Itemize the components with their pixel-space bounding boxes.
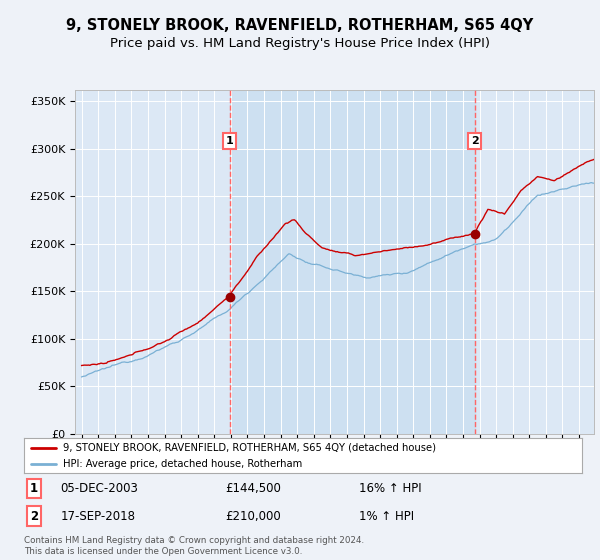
Bar [230, 90, 475, 434]
Text: 1: 1 [30, 482, 38, 495]
Text: 9, STONELY BROOK, RAVENFIELD, ROTHERHAM, S65 4QY (detached house): 9, STONELY BROOK, RAVENFIELD, ROTHERHAM,… [63, 443, 436, 453]
Text: 1% ↑ HPI: 1% ↑ HPI [359, 510, 414, 522]
Text: Price paid vs. HM Land Registry's House Price Index (HPI): Price paid vs. HM Land Registry's House … [110, 36, 490, 50]
Text: HPI: Average price, detached house, Rotherham: HPI: Average price, detached house, Roth… [63, 459, 302, 469]
Text: 2: 2 [471, 136, 479, 146]
Text: 2: 2 [30, 510, 38, 522]
Text: Contains HM Land Registry data © Crown copyright and database right 2024.
This d: Contains HM Land Registry data © Crown c… [24, 536, 364, 556]
Text: 16% ↑ HPI: 16% ↑ HPI [359, 482, 421, 495]
Text: £210,000: £210,000 [225, 510, 281, 522]
Text: £144,500: £144,500 [225, 482, 281, 495]
Text: 05-DEC-2003: 05-DEC-2003 [60, 482, 138, 495]
Text: 9, STONELY BROOK, RAVENFIELD, ROTHERHAM, S65 4QY: 9, STONELY BROOK, RAVENFIELD, ROTHERHAM,… [67, 18, 533, 32]
Text: 17-SEP-2018: 17-SEP-2018 [60, 510, 135, 522]
Text: 1: 1 [226, 136, 233, 146]
